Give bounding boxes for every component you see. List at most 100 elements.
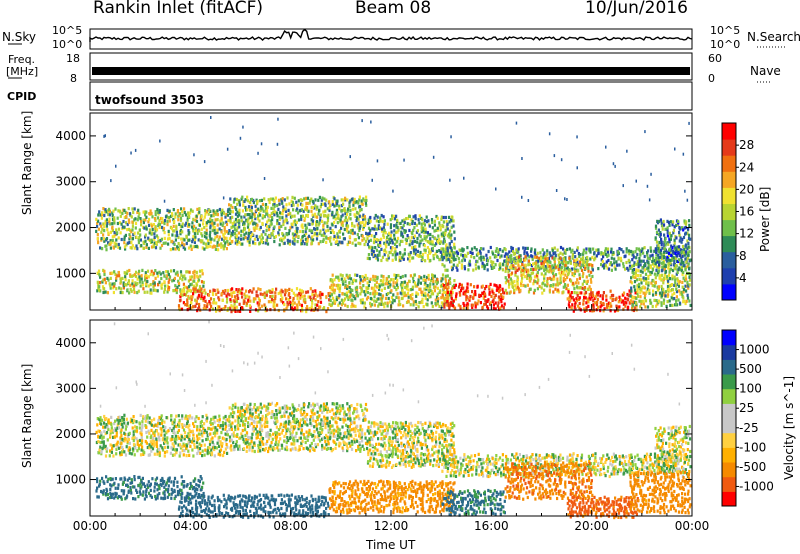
- power-cell: [408, 255, 411, 259]
- power-cell: [318, 293, 321, 297]
- power-cell: [442, 290, 445, 294]
- power-cell: [305, 201, 308, 205]
- power-cell: [168, 277, 171, 281]
- power-cell: [559, 280, 562, 284]
- power-cell: [246, 199, 250, 203]
- power-cell: [501, 287, 504, 291]
- velocity-cell: [151, 438, 154, 442]
- power-cell: [292, 291, 295, 295]
- velocity-cell: [146, 445, 149, 450]
- power-cell: [283, 198, 286, 202]
- power-cell: [442, 240, 445, 244]
- power-cell: [427, 277, 430, 281]
- velocity-cell: [127, 434, 130, 439]
- power-cell: [574, 269, 577, 274]
- power-cell: [315, 207, 318, 211]
- power-cell: [489, 256, 492, 260]
- power-cell: [331, 210, 334, 214]
- power-cell: [160, 243, 164, 248]
- power-cell: [639, 263, 642, 267]
- power-cell: [147, 246, 150, 250]
- power-scatter: [635, 179, 637, 183]
- power-cell: [427, 273, 430, 278]
- power-cell: [638, 277, 641, 281]
- power-cell: [420, 254, 423, 258]
- power-cell: [250, 197, 254, 201]
- power-cell: [136, 218, 139, 222]
- power-cell: [576, 294, 579, 298]
- power-cell: [249, 221, 252, 225]
- power-cell: [217, 296, 220, 300]
- power-cell: [369, 215, 372, 220]
- power-cell: [117, 236, 120, 240]
- power-cell: [220, 217, 223, 221]
- power-cell: [248, 295, 251, 299]
- power-cell: [326, 224, 329, 229]
- velocity-cell: [211, 436, 214, 440]
- power-cell: [108, 209, 111, 213]
- power-cell: [522, 283, 525, 288]
- power-cell: [229, 220, 232, 224]
- power-cell: [368, 279, 371, 283]
- power-cell: [213, 288, 216, 293]
- power-cell: [365, 198, 368, 203]
- power-cell: [585, 247, 588, 251]
- power-cell: [421, 252, 425, 257]
- power-cell: [187, 214, 191, 218]
- power-cell: [686, 296, 690, 300]
- power-cell: [236, 214, 239, 218]
- power-cell: [570, 306, 573, 310]
- power-cell: [360, 288, 364, 292]
- power-cell: [655, 299, 658, 303]
- power-cell: [245, 289, 248, 293]
- power-cell: [354, 297, 357, 301]
- power-cell: [232, 299, 235, 303]
- power-cell: [629, 291, 632, 295]
- velocity-cell: [186, 415, 189, 419]
- power-cell: [653, 298, 656, 302]
- velocity-cell: [109, 434, 112, 438]
- power-cell: [301, 239, 304, 243]
- power-cell: [635, 262, 638, 267]
- power-cell: [659, 232, 662, 236]
- power-cell: [240, 233, 243, 237]
- power-cell: [646, 287, 649, 291]
- power-cell: [670, 234, 673, 238]
- power-cell: [518, 255, 521, 259]
- power-cell: [376, 275, 379, 279]
- power-cell: [204, 212, 207, 216]
- velocity-cell: [216, 431, 219, 435]
- power-cell: [248, 200, 251, 204]
- power-cell: [665, 304, 668, 308]
- velocity-cell: [147, 453, 150, 457]
- power-cell: [314, 204, 317, 208]
- power-region-6: [441, 282, 506, 311]
- power-cell: [576, 246, 579, 250]
- power-scatter: [371, 178, 373, 182]
- power-cell: [436, 226, 439, 230]
- power-cell: [193, 224, 196, 228]
- power-cell: [449, 250, 452, 254]
- power-cell: [121, 291, 124, 295]
- power-cell: [172, 278, 176, 282]
- power-cell: [180, 290, 183, 294]
- velocity-cell: [102, 445, 105, 449]
- power-cell: [585, 301, 588, 305]
- power-cell: [445, 243, 448, 247]
- power-cell: [466, 302, 469, 306]
- power-cell: [430, 292, 433, 296]
- velocity-cell: [198, 436, 201, 440]
- power-cell: [287, 212, 290, 216]
- power-cell: [296, 203, 299, 207]
- power-cell: [536, 281, 539, 285]
- power-cell: [462, 248, 465, 252]
- power-cell: [494, 254, 497, 258]
- power-cell: [334, 299, 337, 303]
- power-cell: [688, 219, 691, 223]
- power-cell: [618, 263, 621, 267]
- power-cell: [681, 250, 684, 254]
- power-cell: [547, 256, 551, 261]
- velocity-cell: [213, 447, 216, 452]
- power-cell: [97, 219, 100, 223]
- power-cell: [448, 306, 451, 310]
